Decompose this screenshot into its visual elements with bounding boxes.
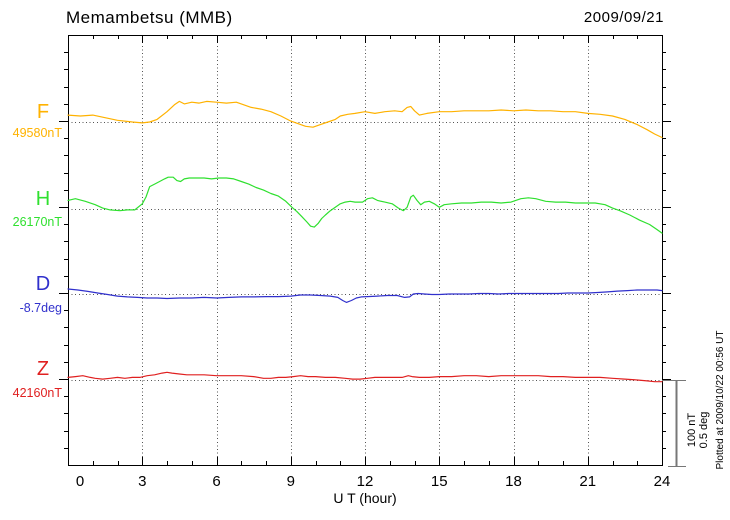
x-tick-label-21: 21 [579, 473, 597, 490]
x-tick-label-0: 0 [75, 473, 85, 490]
x-axis-title: U T (hour) [333, 490, 397, 506]
channel-letter-H: H [35, 188, 51, 210]
plotted-at-note: Plotted at 2009/10/22 00:56 UT [715, 330, 726, 470]
channel-baseline-value-D: -8.7deg [19, 301, 62, 315]
trace-H [67, 176, 663, 234]
scalebar-label-nt: 100 nT [686, 412, 698, 448]
channel-letter-D: D [35, 273, 51, 295]
channel-baseline-value-F: 49580nT [12, 126, 62, 140]
plot-frame-and-ticks [59, 35, 671, 466]
x-tick-label-12: 12 [356, 473, 374, 490]
x-tick-label-3: 3 [138, 473, 147, 490]
amplitude-scalebar [662, 379, 686, 468]
channel-traces [67, 100, 663, 383]
scalebar-label-deg: 0.5 deg [698, 411, 710, 449]
trace-Z [67, 371, 663, 383]
channel-baseline-value-Z: 42160nT [12, 386, 62, 400]
plot-date: 2009/09/21 [583, 9, 664, 26]
grid-lines [142, 35, 589, 465]
scalebar-label: 100 nT 0.5 deg [686, 398, 710, 462]
trace-D [67, 288, 663, 303]
x-tick-label-18: 18 [505, 473, 522, 490]
channel-baseline-value-H: 26170nT [12, 215, 62, 229]
x-tick-label-6: 6 [212, 473, 221, 490]
page-title: Memambetsu (MMB) [66, 8, 233, 27]
trace-F [67, 100, 663, 139]
channel-letter-F: F [36, 101, 50, 123]
x-tick-label-15: 15 [430, 473, 448, 490]
x-tick-label-24: 24 [653, 473, 671, 490]
channel-letter-Z: Z [36, 358, 50, 380]
x-tick-label-9: 9 [286, 473, 295, 490]
